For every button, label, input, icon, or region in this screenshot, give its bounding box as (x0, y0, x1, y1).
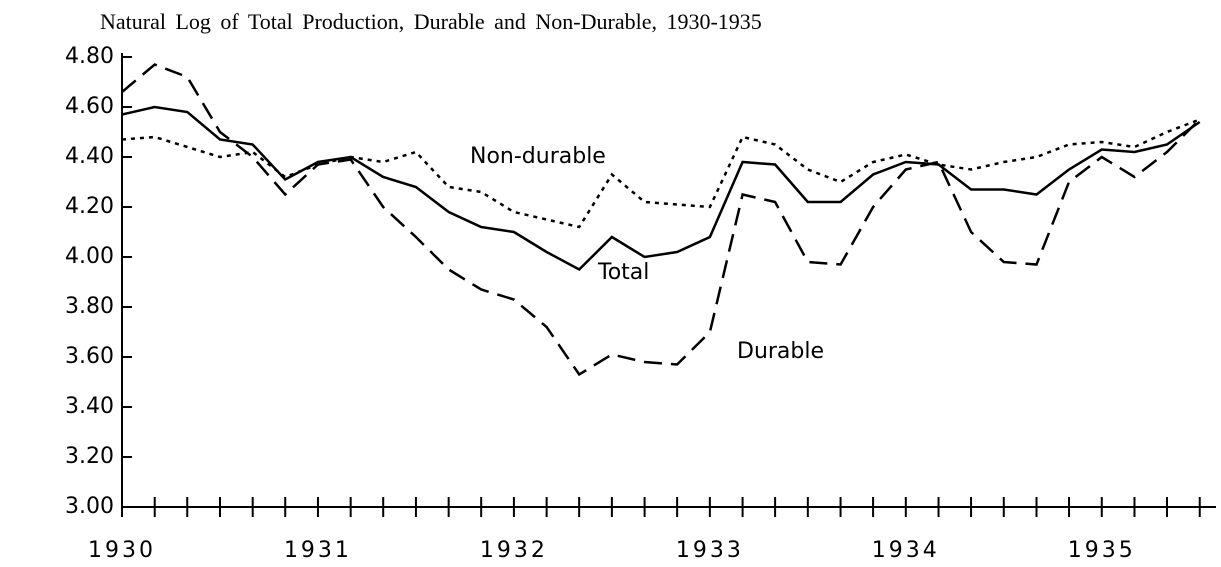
x-tick-label: 1935 (1068, 538, 1136, 563)
y-tick-label: 3.40 (65, 394, 114, 419)
line-series (121, 63, 1201, 377)
x-tick-label: 1933 (676, 538, 744, 563)
x-tick-label: 1932 (480, 538, 548, 563)
y-tick-label: 3.20 (65, 444, 114, 469)
line-series (121, 105, 1201, 272)
y-tick-label: 4.20 (65, 194, 114, 219)
y-tick-label: 4.40 (65, 144, 114, 169)
series-label: Non-durable (470, 144, 606, 169)
line-series (121, 118, 1201, 229)
y-tick-label: 4.00 (65, 244, 114, 269)
chart-title: Natural Log of Total Production, Durable… (100, 9, 762, 34)
y-tick-label: 3.00 (65, 494, 114, 519)
x-tick-label: 1930 (88, 538, 156, 563)
y-tick-label: 4.60 (65, 94, 114, 119)
x-tick-label: 1931 (284, 538, 352, 563)
series-label: Durable (737, 339, 824, 364)
x-tick-label: 1934 (872, 538, 940, 563)
y-tick-label: 3.60 (65, 344, 114, 369)
y-tick-label: 4.80 (65, 44, 114, 69)
series-label: Total (597, 260, 649, 285)
y-tick-label: 3.80 (65, 294, 114, 319)
